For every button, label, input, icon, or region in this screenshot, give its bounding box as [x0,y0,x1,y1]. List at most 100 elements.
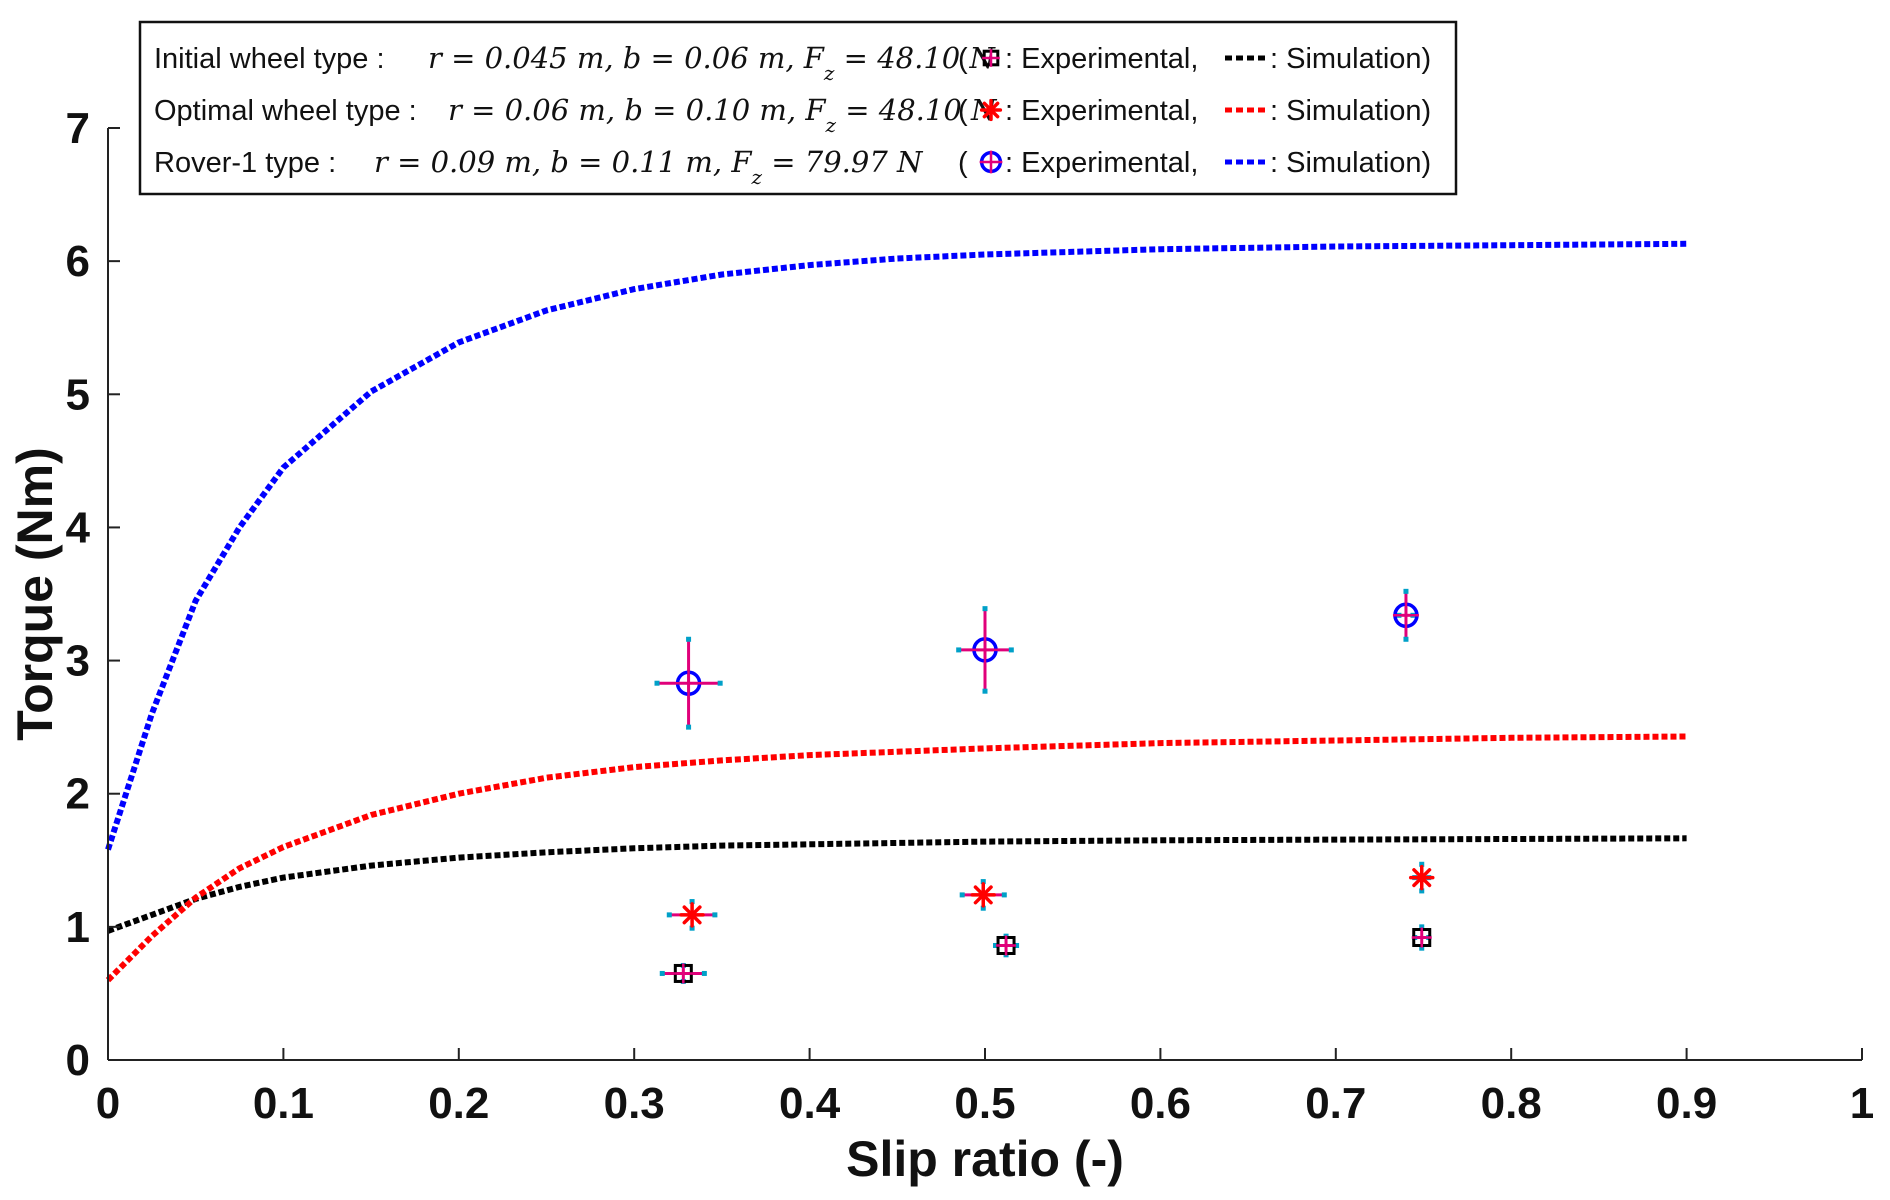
error-cap [1001,892,1007,898]
marker-star-arm [682,905,702,925]
error-cap [689,899,695,905]
marker-star-optimal [679,902,705,928]
y-tick-label: 7 [66,104,90,153]
marker-square-initial [1411,927,1432,948]
legend-exp-label: : Experimental, [1005,147,1198,179]
x-axis-title: Slip ratio (-) [846,1131,1124,1187]
x-tick-label: 1 [1850,1079,1874,1128]
y-tick-label: 4 [66,503,91,552]
experimental-point-rover [956,606,1014,694]
experimental-point-optimal [1408,861,1435,894]
y-tick-label: 0 [66,1036,90,1085]
error-cap [689,925,695,931]
x-tick-label: 0.7 [1305,1079,1366,1128]
marker-circle-plus-rover [979,150,1003,174]
error-cap [980,905,986,911]
y-tick-label: 2 [66,770,90,819]
plot-area [105,240,1687,984]
error-cap [666,912,672,918]
experimental-point-initial [1411,924,1432,951]
axes: 0 0.1 0.2 0.3 0.4 0.5 0.6 0.7 0.8 0.9 1 0 1 2 3 4 5 6 7 Sli… [7,104,1874,1187]
legend-open-paren: ( [958,95,968,127]
marker-star-arm [1412,868,1432,888]
marker-star-optimal [970,882,996,908]
error-cap [1014,942,1020,948]
legend-param-part: z [823,61,835,85]
legend-param-part: z [824,113,836,137]
legend-name: Initial wheel type : [154,43,385,75]
y-tick-label: 1 [66,903,90,952]
error-cap [712,912,718,918]
error-cap [1419,861,1425,867]
legend-row-rover: Rover-1 type : r = 0.09 m, b = 0.11 m, Fz… [154,145,1431,189]
error-cap [1008,647,1014,653]
marker-star-arm [973,885,993,905]
simulation-line-rover [105,240,1687,851]
error-cap [717,680,723,686]
x-tick-label: 0.9 [1656,1079,1717,1128]
legend-params: r = 0.09 m, b = 0.11 m, Fz = 79.97 N [374,145,924,189]
x-tick-label: 0.1 [253,1079,314,1128]
x-tick-label: 0.4 [779,1079,841,1128]
legend-sim-label: : Simulation) [1270,43,1431,75]
error-cap [1403,636,1409,642]
legend-params: r = 0.045 m, b = 0.06 m, Fz = 48.10 N [428,41,996,85]
error-cap [980,879,986,885]
legend-row-optimal: Optimal wheel type : r = 0.06 m, b = 0.10… [154,93,1431,137]
legend-exp-label: : Experimental, [1005,95,1198,127]
legend-name: Optimal wheel type : [154,95,417,127]
legend-params: r = 0.06 m, b = 0.10 m, Fz = 48.10 N [448,93,998,137]
marker-circle-plus-rover [1392,602,1419,629]
error-cap [686,724,692,730]
legend-param-part: = 48.10 N [836,93,998,127]
error-cap [959,892,965,898]
experimental-point-initial [659,962,707,984]
error-cap [686,636,692,642]
legend-open-paren: ( [958,43,968,75]
marker-star-arm [982,101,1000,119]
marker-circle-plus-rover [675,670,702,697]
marker-circle-plus-rover [972,636,998,663]
legend: Initial wheel type : r = 0.045 m, b = 0.0… [138,20,1458,196]
error-cap [982,606,988,612]
simulation-line-initial [106,835,1687,934]
legend-param-part: = 79.97 N [762,145,924,179]
simulation-line-optimal [105,733,1687,983]
legend-row-initial: Initial wheel type : r = 0.045 m, b = 0.0… [154,41,1431,85]
legend-exp-label: : Experimental, [1005,43,1198,75]
x-tick-label: 0 [96,1079,120,1128]
marker-square-initial [982,49,1000,67]
legend-sim-label: : Simulation) [1270,95,1431,127]
error-cap [993,942,999,948]
x-tick-label: 0.2 [428,1079,489,1128]
marker-square-initial [996,935,1017,956]
marker-star-optimal [979,98,1003,122]
error-cap [654,680,660,686]
error-cap [1419,945,1425,951]
y-tick-label: 6 [66,237,90,286]
experimental-point-rover [654,636,723,730]
y-axis-title: Torque (Nm) [7,447,63,740]
error-cap [956,647,962,653]
experimental-point-optimal [959,879,1007,911]
marker-square-initial [673,963,694,984]
x-tick-label: 0.5 [954,1079,1015,1128]
x-tick-label: 0.8 [1481,1079,1542,1128]
legend-param-part: z [750,165,762,189]
legend-param-part: r = 0.045 m, b = 0.06 m, F [428,41,825,75]
error-cap [701,970,707,976]
legend-name: Rover-1 type : [154,147,336,179]
legend-param-part: r = 0.09 m, b = 0.11 m, F [374,145,752,179]
experimental-point-optimal [666,899,718,931]
error-cap [1419,924,1425,930]
y-tick-label: 5 [66,370,90,419]
error-cap [659,970,665,976]
legend-param-part: = 48.10 N [834,41,996,75]
x-tick-label: 0.3 [604,1079,665,1128]
y-tick-label: 3 [66,637,90,686]
marker-star-optimal [1408,864,1435,891]
x-tick-label: 0.6 [1130,1079,1191,1128]
error-cap [1403,588,1409,594]
legend-param-part: r = 0.06 m, b = 0.10 m, F [448,93,826,127]
